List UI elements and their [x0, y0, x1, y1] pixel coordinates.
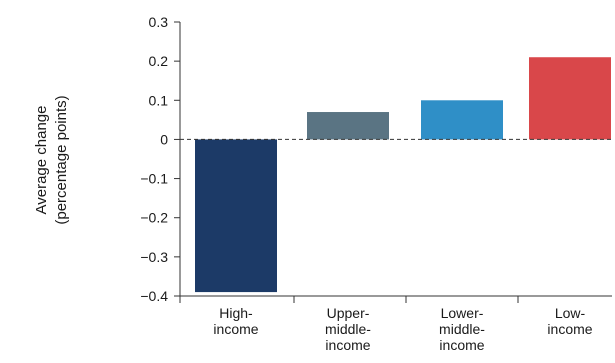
y-ticks: 0.3 0.2 0.1 0 −0.1 −0.2 −0.3 −0.4	[140, 14, 180, 304]
bar-2	[421, 100, 503, 140]
x-tick-label-3: Low-income	[547, 305, 592, 337]
x-tick-label-2: Lower-middle-income	[439, 305, 485, 353]
y-tick-label: 0.2	[149, 53, 169, 69]
x-tick-label-1: Upper-middle-income	[325, 305, 371, 353]
y-axis-title: Average change (percentage points)	[33, 95, 70, 224]
y-tick-label: 0.3	[149, 14, 169, 30]
y-tick-label: −0.4	[140, 288, 168, 304]
bars	[195, 57, 611, 293]
y-axis-title-line-1: Average change	[33, 106, 50, 215]
y-tick-label: 0	[160, 131, 168, 147]
x-tick-label-0: High-income	[213, 305, 258, 337]
bar-3	[529, 57, 611, 140]
y-axis-title-line-2: (percentage points)	[53, 95, 70, 224]
x-ticks	[179, 296, 519, 303]
bar-1	[307, 112, 389, 140]
x-tick-labels: High-income Upper-middle-income Lower-midd…	[213, 305, 592, 353]
bar-0	[195, 139, 277, 293]
y-tick-label: 0.1	[149, 92, 169, 108]
y-tick-label: −0.3	[140, 249, 168, 265]
y-tick-label: −0.2	[140, 210, 168, 226]
y-tick-label: −0.1	[140, 171, 168, 187]
